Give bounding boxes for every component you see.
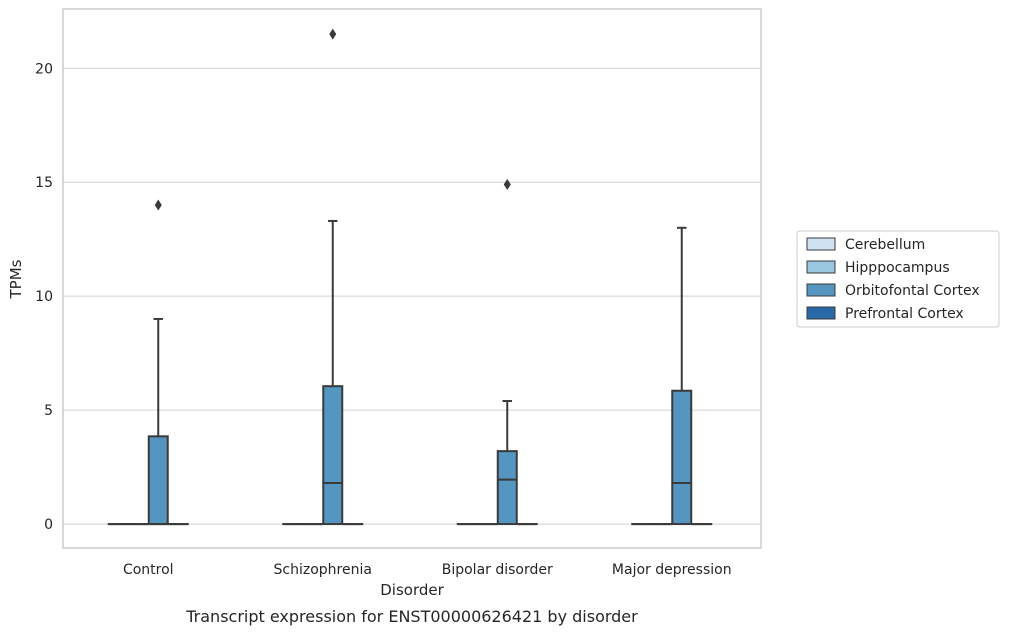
chart-caption: Transcript expression for ENST0000062642…	[185, 607, 638, 626]
legend: Cerebellum Hipppocampus Orbitofontal Corte…	[796, 230, 1000, 328]
x-tick-label: Control	[123, 562, 174, 578]
plot-frame	[62, 8, 762, 549]
box-body	[671, 389, 693, 526]
x-axis-ticks: Control Schizophrenia Bipolar disorder Majo…	[123, 562, 732, 578]
y-tick-label: 10	[35, 289, 53, 305]
x-tick-label: Major depression	[612, 562, 732, 578]
y-axis-label: TPMs	[7, 259, 25, 299]
box-2-2	[496, 178, 518, 526]
x-axis-label: Disorder	[380, 581, 444, 599]
legend-label: Cerebellum	[845, 237, 925, 253]
box-body	[322, 385, 344, 526]
legend-swatch	[806, 283, 836, 297]
x-tick-label: Schizophrenia	[274, 562, 372, 578]
legend-swatch	[806, 237, 836, 251]
y-tick-label: 5	[44, 403, 53, 419]
outlier-point	[503, 178, 511, 190]
box-body	[496, 450, 518, 526]
box-0-2	[147, 199, 169, 526]
legend-swatch	[806, 260, 836, 274]
box-1-2	[322, 28, 344, 526]
outlier-point	[154, 199, 162, 211]
x-tick-label: Bipolar disorder	[442, 562, 553, 578]
legend-label: Prefrontal Cortex	[845, 306, 964, 322]
y-tick-label: 20	[35, 61, 53, 77]
y-tick-label: 15	[35, 175, 53, 191]
box-body	[147, 435, 169, 526]
legend-swatch	[806, 306, 836, 320]
y-tick-label: 0	[44, 517, 53, 533]
outlier-point	[329, 28, 337, 40]
y-axis-ticks: 0 5 10 15 20	[35, 61, 53, 533]
plot-marks	[107, 28, 713, 526]
legend-label: Orbitofontal Cortex	[845, 283, 980, 299]
legend-label: Hipppocampus	[845, 260, 950, 276]
legend-box	[796, 230, 1000, 328]
box-3-2	[671, 226, 693, 526]
